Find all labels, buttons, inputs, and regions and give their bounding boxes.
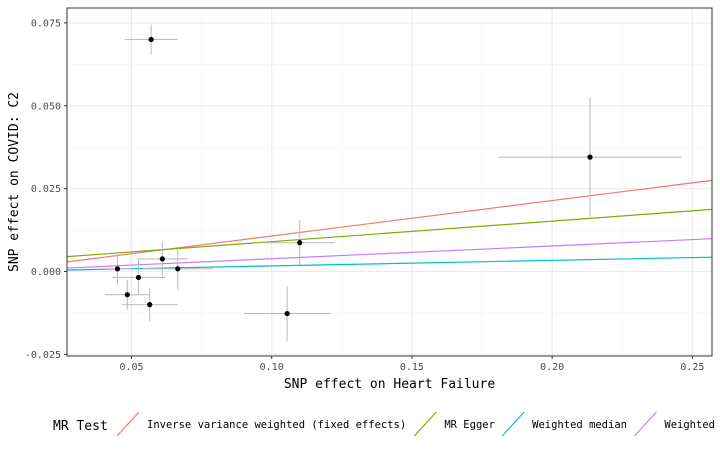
- data-point-2: [587, 154, 593, 160]
- regression-lines: [67, 179, 712, 271]
- legend-label-1: Inverse variance weighted (fixed effects…: [147, 419, 406, 431]
- legend-label-2: MR Egger: [444, 419, 495, 431]
- legend-items: Inverse variance weighted (fixed effects…: [116, 411, 720, 437]
- legend-label-4: Weighted mode: [664, 419, 720, 431]
- x-tick-label: 0.10: [260, 362, 284, 373]
- data-point-7: [135, 274, 142, 281]
- legend-key-2: [413, 411, 437, 437]
- x-axis-title: SNP effect on Heart Failure: [284, 377, 495, 392]
- regression-line-3: [67, 256, 712, 271]
- y-tick-label: 0.075: [31, 18, 61, 29]
- panel-border: [66, 7, 713, 357]
- regression-line-2: [67, 208, 712, 258]
- data-point-3: [297, 240, 303, 246]
- error-bars: [103, 24, 682, 342]
- legend-key-3: [501, 411, 525, 437]
- legend: MR Test Inverse variance weighted (fixed…: [53, 411, 720, 437]
- legend-key-4: [633, 411, 657, 437]
- y-axis-title: SNP effect on COVID: C2: [7, 92, 22, 272]
- x-tick-label: 0.20: [540, 362, 564, 373]
- y-tick-label: -0.025: [25, 350, 61, 361]
- regression-line-4: [67, 238, 712, 269]
- grid-minor: [67, 8, 712, 356]
- data-point-4: [159, 256, 165, 262]
- data-point-8: [124, 292, 130, 298]
- data-points: [114, 36, 593, 317]
- data-point-9: [147, 302, 153, 308]
- data-point-10: [284, 310, 290, 317]
- x-tick-label: 0.25: [680, 362, 704, 373]
- legend-key-1: [116, 411, 140, 437]
- x-axis-ticks: 0.05 0.10 0.15 0.20 0.25: [119, 356, 704, 373]
- legend-title: MR Test: [53, 419, 108, 434]
- data-point-5: [114, 266, 121, 272]
- grid-major: [67, 8, 712, 356]
- x-tick-label: 0.15: [400, 362, 424, 373]
- y-tick-label: 0.050: [31, 101, 61, 112]
- data-point-1: [148, 36, 154, 43]
- y-axis-ticks: -0.025 0.000 0.025 0.050 0.075: [25, 18, 67, 361]
- data-point-6: [175, 266, 181, 272]
- y-tick-label: 0.000: [31, 267, 61, 278]
- x-tick-label: 0.05: [119, 362, 143, 373]
- legend-label-3: Weighted median: [532, 419, 627, 431]
- y-tick-label: 0.025: [31, 184, 61, 195]
